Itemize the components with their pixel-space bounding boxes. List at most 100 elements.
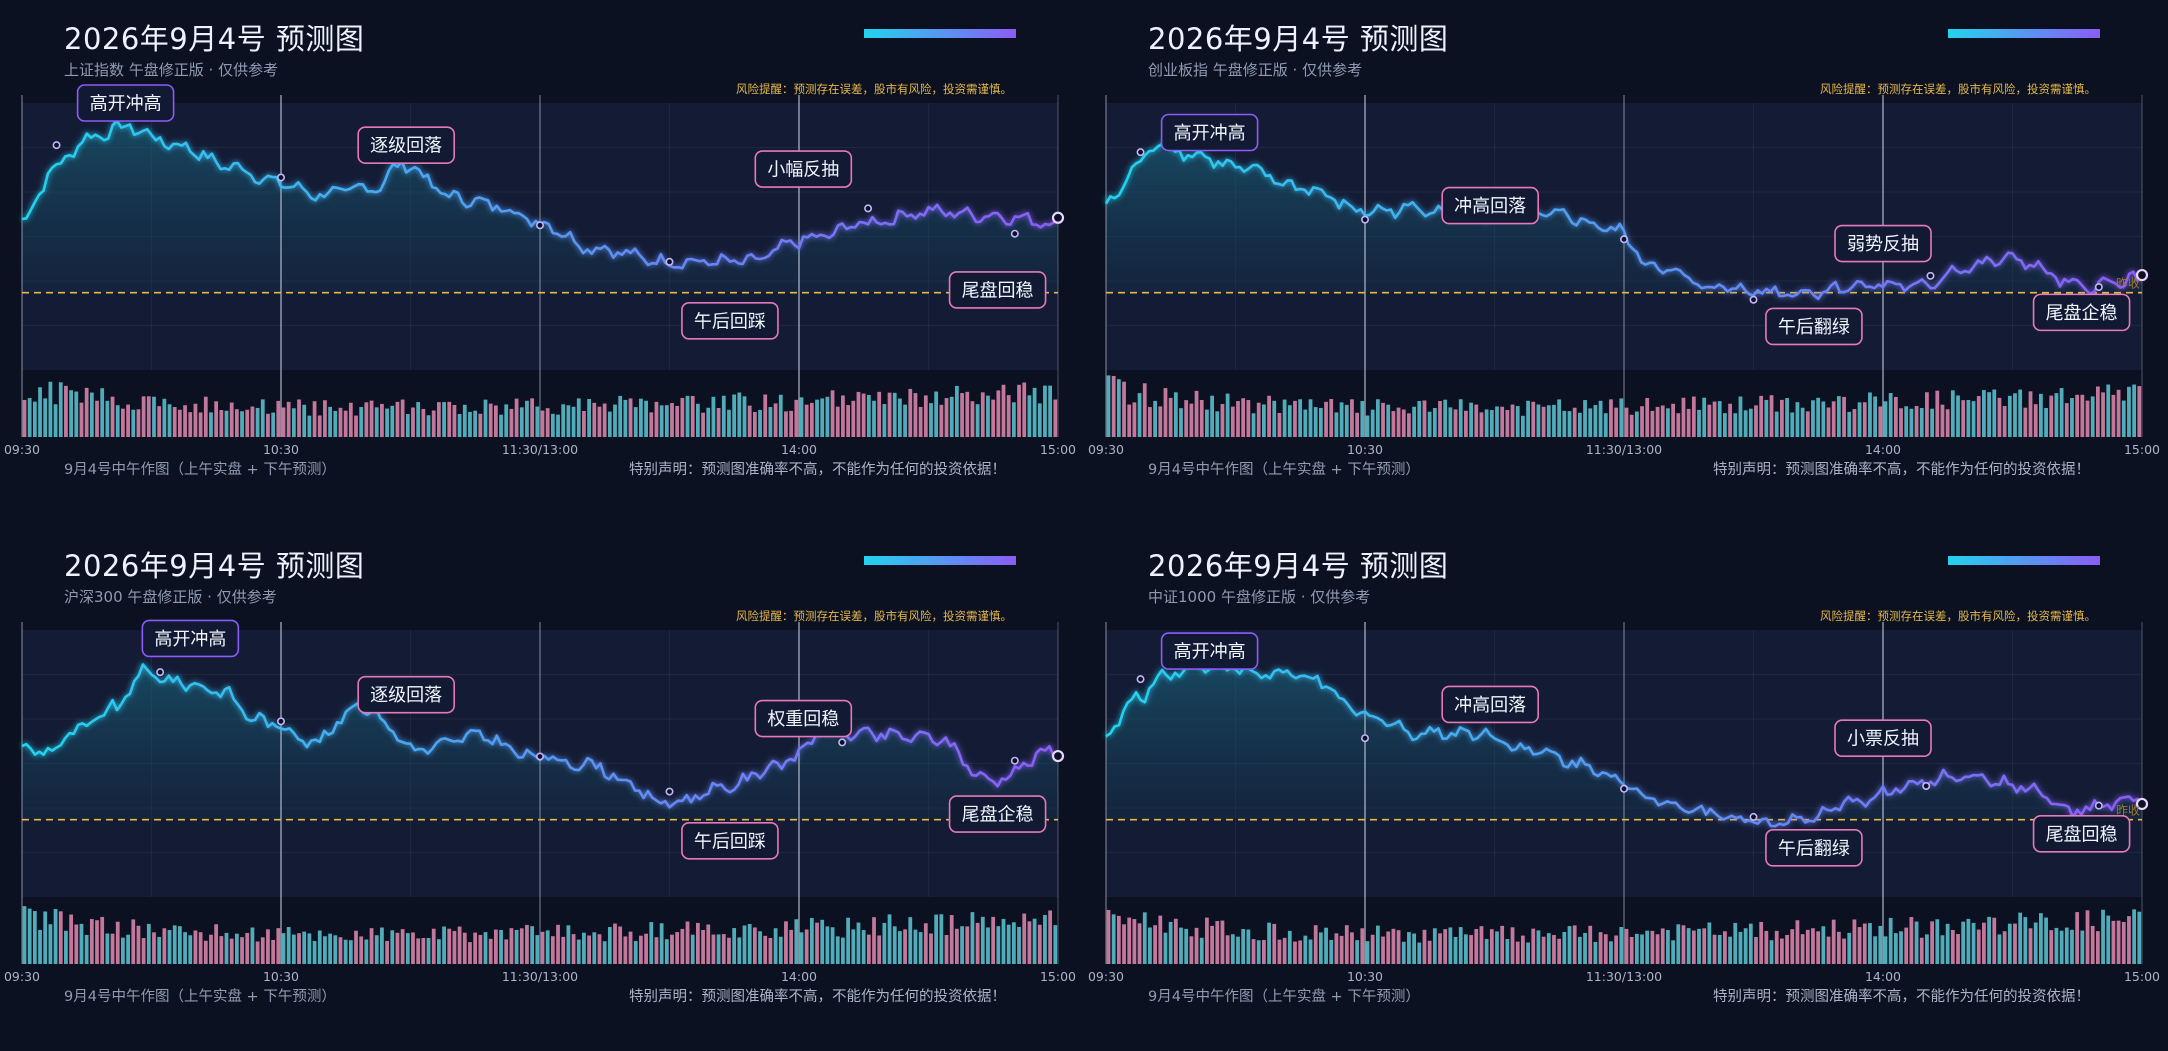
- volume-bar: [519, 407, 524, 437]
- volume-bar: [214, 924, 219, 964]
- volume-bar: [2080, 394, 2085, 437]
- volume-bar: [737, 937, 742, 964]
- volume-bar: [1541, 406, 1546, 437]
- volume-bar: [1106, 909, 1111, 964]
- volume-bar: [488, 403, 493, 437]
- volume-bar: [84, 934, 89, 964]
- volume-bar: [328, 933, 332, 964]
- annotation-label: 高开冲高: [141, 619, 240, 658]
- volume-bar: [1774, 411, 1779, 437]
- volume-bars: [22, 381, 1058, 437]
- volume-bar: [1655, 406, 1660, 437]
- volume-bar: [923, 923, 928, 964]
- volume-bar: [1256, 402, 1261, 437]
- volume-bar: [861, 393, 866, 437]
- volume-bar: [727, 409, 731, 437]
- volume-bar: [411, 932, 415, 964]
- volume-bar: [2070, 929, 2074, 964]
- volume-bar: [260, 937, 265, 964]
- volume-bar: [2007, 923, 2012, 964]
- volume-bar: [1401, 409, 1406, 437]
- volume-bar: [1909, 408, 1914, 437]
- volume-bar: [1163, 388, 1168, 437]
- previous-close-label: 昨收: [2116, 804, 2140, 818]
- volume-bar: [1412, 406, 1416, 437]
- volume-bar: [1723, 931, 1727, 964]
- volume-bar: [1583, 400, 1587, 437]
- volume-bar: [488, 938, 493, 964]
- x-tick-label: 11:30/13:00: [502, 969, 578, 984]
- volume-bar: [2049, 930, 2054, 964]
- volume-bar: [1852, 919, 1857, 964]
- volume-bar: [1043, 914, 1047, 964]
- volume-bar: [369, 400, 374, 437]
- annotation-label: 高开冲高: [76, 84, 175, 122]
- volume-bar: [1396, 930, 1401, 964]
- key-point-marker: [535, 752, 544, 761]
- volume-bar: [1759, 395, 1764, 437]
- volume-bar: [1116, 379, 1121, 437]
- volume-bar: [582, 410, 586, 437]
- volume-bar: [1173, 918, 1178, 964]
- volume-bar: [1738, 396, 1743, 437]
- volume-bar: [1303, 409, 1308, 437]
- volume-bar: [1728, 936, 1732, 964]
- volume-bar: [1001, 384, 1006, 437]
- volume-bar: [1930, 921, 1934, 964]
- volume-bar: [1624, 928, 1629, 964]
- volume-bar: [970, 401, 975, 437]
- volume-bar: [934, 391, 939, 437]
- annotation-label: 冲高回落: [1441, 186, 1539, 225]
- volume-bar: [1717, 934, 1722, 964]
- volume-bar: [359, 407, 364, 437]
- volume-bar: [1961, 921, 1966, 964]
- volume-bar: [2023, 917, 2028, 964]
- volume-bar: [1780, 938, 1784, 964]
- volume-bar: [2121, 400, 2126, 437]
- volume-bar: [804, 929, 809, 964]
- volume-bar: [1427, 411, 1432, 437]
- volume-bar: [1686, 928, 1691, 964]
- volume-bar: [1432, 928, 1437, 964]
- volume-bar: [348, 940, 353, 964]
- volume-bar: [115, 921, 120, 964]
- volume-bar: [183, 405, 187, 437]
- volume-bar: [229, 402, 234, 437]
- volume-bar: [1194, 927, 1199, 964]
- volume-bar: [390, 930, 395, 964]
- volume-bar: [737, 392, 742, 437]
- volume-bar: [602, 941, 607, 964]
- volume-bar: [1350, 399, 1354, 437]
- volume-bar: [343, 410, 348, 437]
- volume-bar: [1443, 399, 1448, 437]
- annotation-label: 逐级回落: [357, 675, 455, 714]
- volume-bar: [613, 404, 617, 437]
- volume-bar: [613, 923, 617, 964]
- key-point-marker: [864, 204, 873, 213]
- volume-bar: [550, 413, 555, 437]
- volume-bar: [1282, 937, 1287, 964]
- volume-bar: [965, 391, 970, 437]
- volume-bar: [955, 928, 959, 964]
- volume-bar: [696, 922, 700, 964]
- svg-text:高开冲高: 高开冲高: [90, 94, 162, 115]
- volume-bar: [2121, 921, 2126, 964]
- volume-bar: [639, 935, 643, 964]
- volume-bar: [1489, 929, 1494, 964]
- chart-caption: 9月4号中午作图（上午实盘 + 下午预测）: [1148, 462, 1420, 478]
- volume-bar: [1836, 396, 1841, 437]
- volume-bar: [2106, 384, 2111, 437]
- key-point-marker: [2094, 801, 2103, 810]
- volume-bar: [1510, 927, 1515, 964]
- volume-bar: [493, 929, 498, 964]
- x-tick-label: 11:30/13:00: [1586, 969, 1662, 984]
- volume-bar: [794, 399, 799, 437]
- volume-bar: [437, 939, 441, 964]
- volume-bar: [131, 919, 136, 964]
- volume-bar: [48, 381, 53, 437]
- x-tick-label: 10:30: [1347, 969, 1383, 984]
- volume-bar: [1816, 397, 1821, 437]
- volume-bars: [1106, 375, 2142, 437]
- volume-bar: [1344, 404, 1349, 437]
- volume-bar: [64, 930, 68, 964]
